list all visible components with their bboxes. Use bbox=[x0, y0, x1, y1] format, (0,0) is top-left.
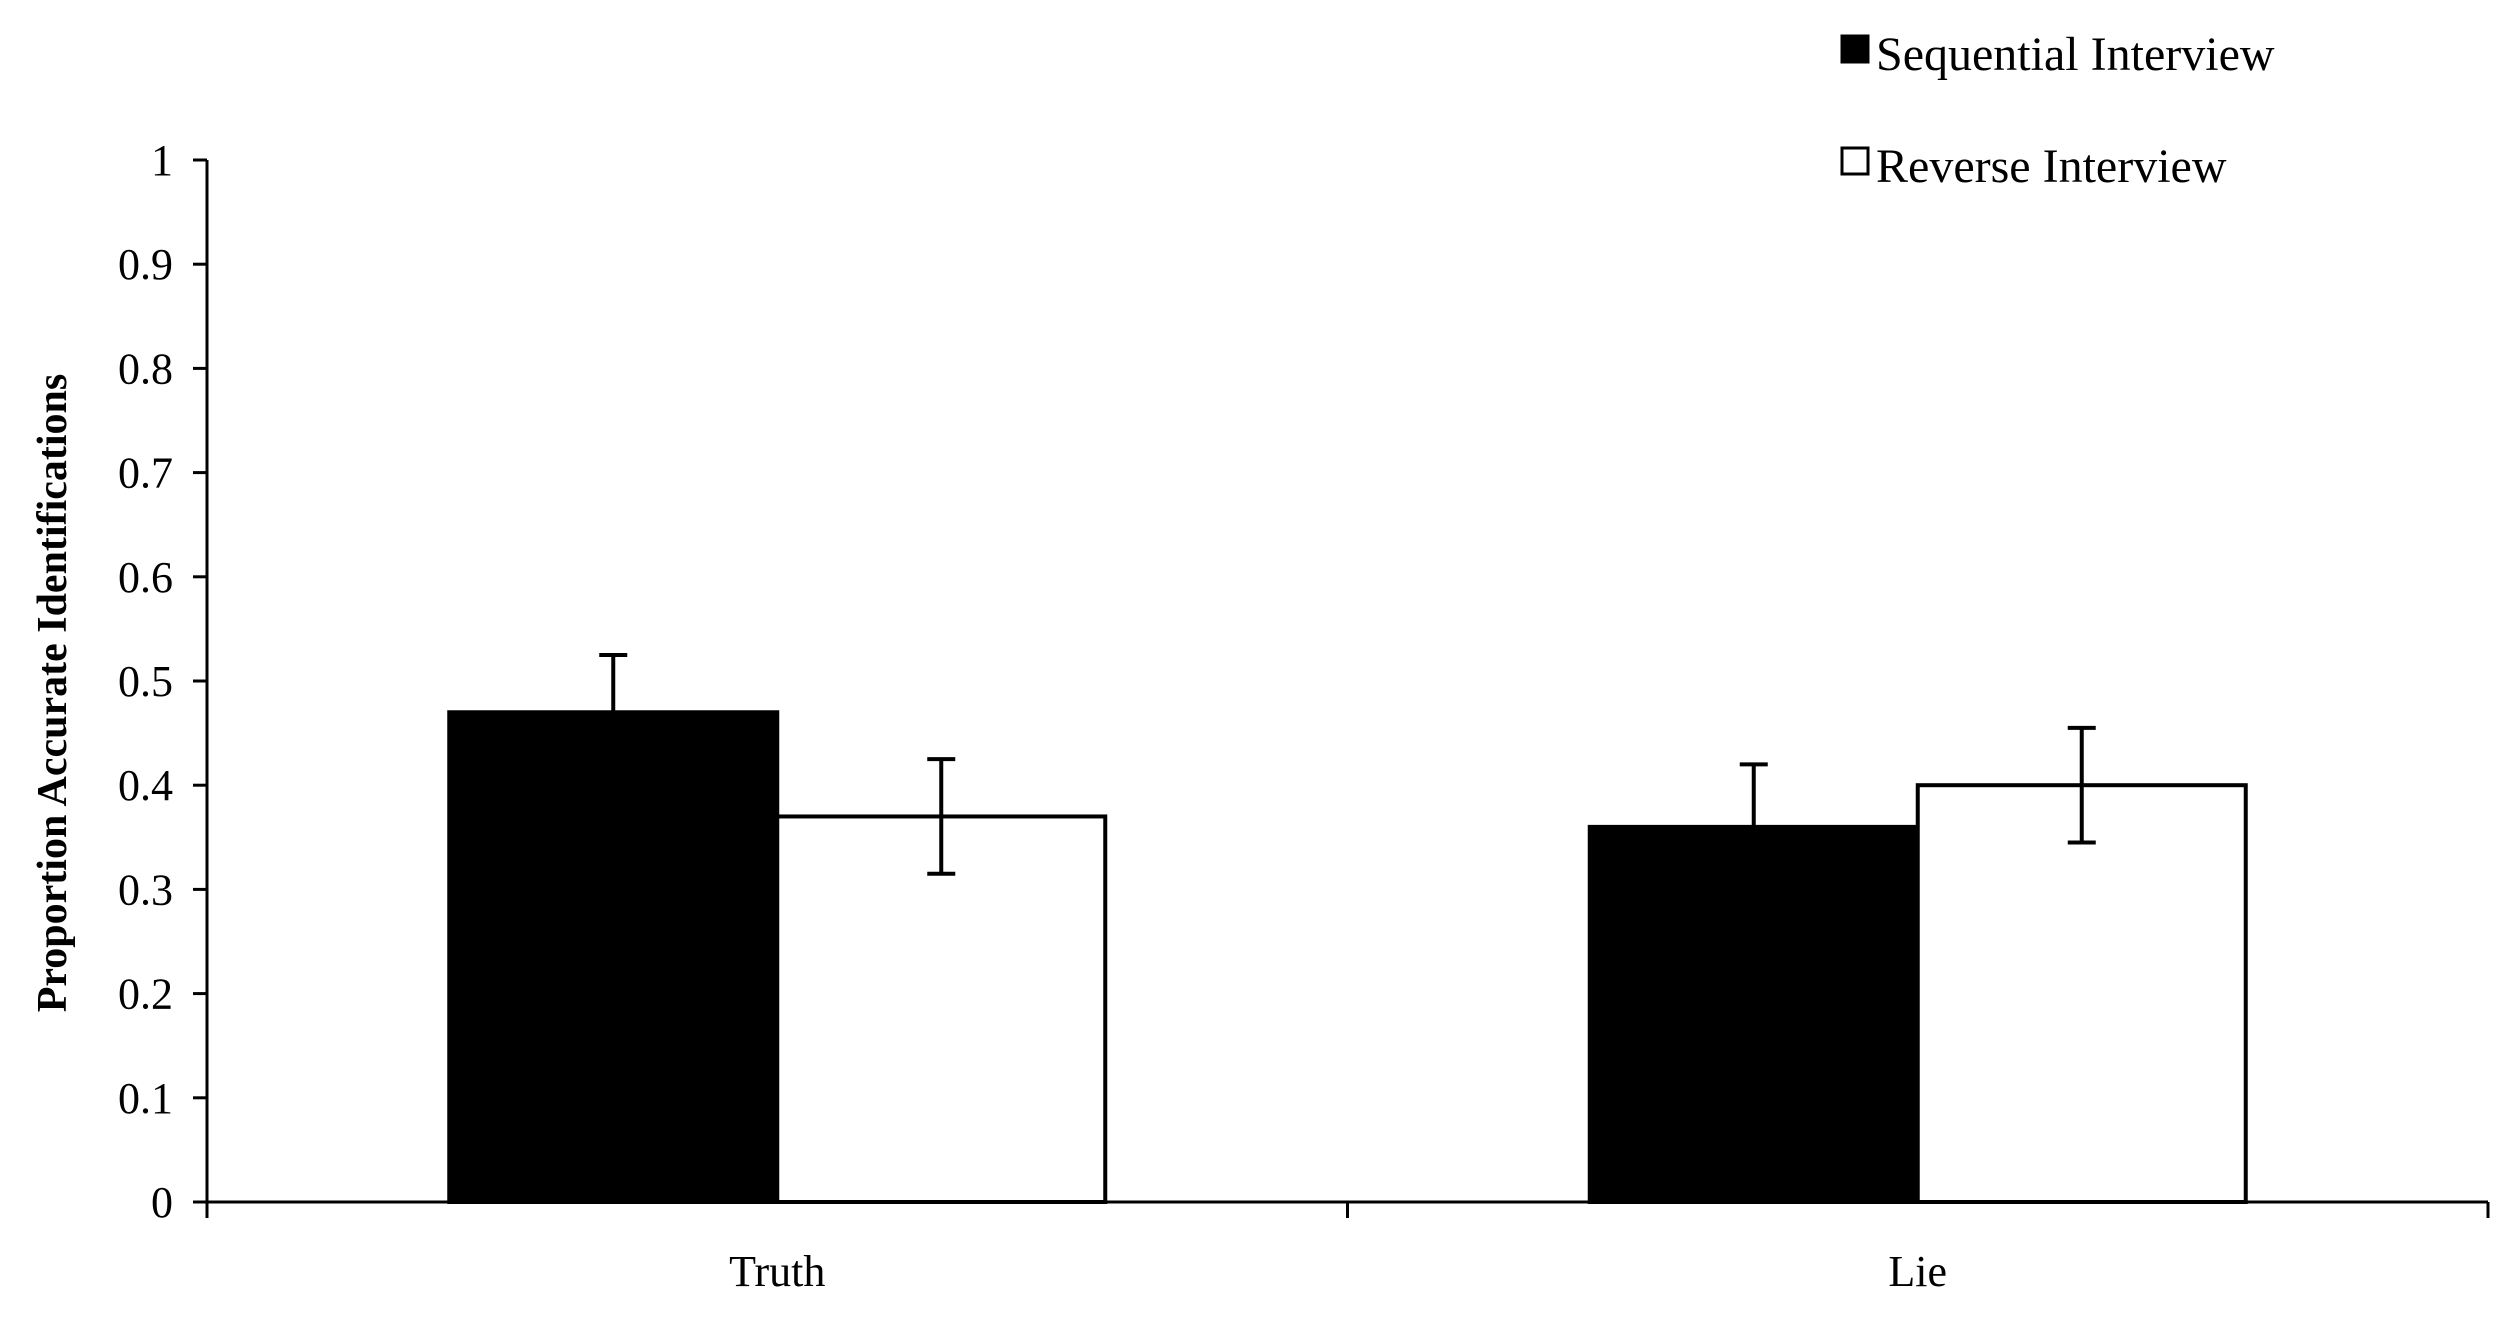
x-category-label: Truth bbox=[729, 1247, 825, 1296]
y-tick-label: 0.2 bbox=[118, 970, 173, 1019]
legend-label: Reverse Interview bbox=[1876, 140, 2227, 193]
bar-sequential-truth bbox=[447, 710, 780, 1204]
legend-swatch-reverse bbox=[1840, 146, 1870, 176]
legend-label: Sequential Interview bbox=[1876, 28, 2275, 81]
y-tick-label: 0.5 bbox=[118, 657, 173, 706]
y-tick-label: 0.1 bbox=[118, 1074, 173, 1123]
y-tick-label: 0 bbox=[151, 1178, 173, 1227]
legend-swatch-sequential bbox=[1840, 34, 1870, 64]
y-tick-label: 0.7 bbox=[118, 449, 173, 498]
y-tick-label: 0.9 bbox=[118, 240, 173, 289]
bar-reverse-lie bbox=[1915, 783, 2248, 1204]
legend: Sequential Interview Reverse Interview bbox=[1840, 28, 2275, 193]
y-tick-label: 0.8 bbox=[118, 344, 173, 393]
bar-sequential-lie bbox=[1587, 824, 1920, 1204]
plot-area: 0 0.1 0.2 0.3 0.4 0.5 0.6 0.7 0.8 0.9 1 Truth Lie bbox=[118, 136, 2490, 1296]
y-tick-label: 1 bbox=[151, 136, 173, 185]
y-tick-label: 0.6 bbox=[118, 553, 173, 602]
x-category-label: Lie bbox=[1888, 1247, 1947, 1296]
y-tick-label: 0.4 bbox=[118, 761, 173, 810]
y-axis-title: Proportion Accurate Identifications bbox=[30, 374, 76, 1013]
y-tick-label: 0.3 bbox=[118, 865, 173, 914]
